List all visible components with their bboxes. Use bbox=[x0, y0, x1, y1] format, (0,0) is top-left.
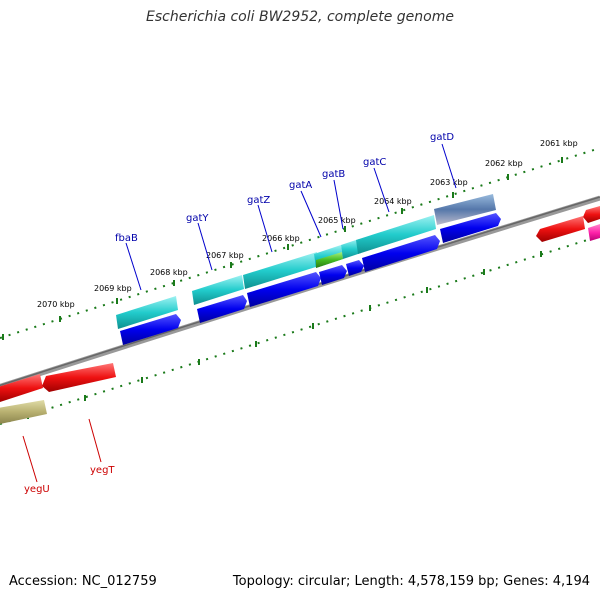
gene-arrow-gatA bbox=[319, 265, 347, 285]
gene-arrow-gatD bbox=[440, 213, 501, 243]
gene-label-gatB: gatB bbox=[322, 169, 345, 180]
lower-ruler bbox=[0, 235, 600, 425]
gene-arrow-yegU bbox=[0, 374, 43, 402]
tick-label-2064: 2064 kbp bbox=[374, 197, 412, 206]
tick-label-2063: 2063 kbp bbox=[430, 178, 468, 187]
upper-ruler bbox=[0, 147, 600, 339]
forward-feature-track bbox=[116, 194, 496, 329]
gene-arrow-fbaB bbox=[120, 314, 181, 345]
forward-gene-labels: fbaB gatY gatZ gatA gatB gatC gatD bbox=[115, 132, 454, 244]
reverse-gene-leaders bbox=[22, 418, 102, 483]
tick-label-2068: 2068 kbp bbox=[150, 268, 188, 277]
genome-backbone bbox=[0, 195, 600, 390]
gene-label-gatC: gatC bbox=[363, 157, 386, 168]
gene-label-gatZ: gatZ bbox=[247, 195, 270, 206]
misc-feature-right-pink bbox=[588, 224, 600, 241]
gene-label-gatY: gatY bbox=[186, 213, 209, 224]
feature-box-yegU bbox=[0, 400, 47, 424]
upper-ticks bbox=[2, 157, 563, 340]
tick-labels: 2061 kbp 2062 kbp 2063 kbp 2064 kbp 2065… bbox=[37, 139, 578, 309]
feature-box-gatZ bbox=[243, 252, 319, 289]
gene-label-gatD: gatD bbox=[430, 132, 454, 143]
tick-label-2069: 2069 kbp bbox=[94, 284, 132, 293]
feature-box-gatY bbox=[192, 275, 244, 305]
feature-box-gatB bbox=[341, 239, 361, 259]
tick-label-2066: 2066 kbp bbox=[262, 234, 300, 243]
gene-arrow-gatB bbox=[346, 260, 364, 276]
gene-arrow-gatZ bbox=[247, 272, 321, 307]
gene-arrow-gatY bbox=[197, 295, 247, 323]
topology-text: Topology: circular; Length: 4,578,159 bp… bbox=[232, 574, 590, 589]
gene-label-gatA: gatA bbox=[289, 180, 312, 191]
reverse-gene-arrow-right-2 bbox=[583, 206, 600, 223]
tick-label-2062: 2062 kbp bbox=[485, 159, 523, 168]
tick-label-2065: 2065 kbp bbox=[318, 216, 356, 225]
tick-label-2061: 2061 kbp bbox=[540, 139, 578, 148]
reverse-gene-arrows bbox=[0, 363, 116, 424]
gene-arrow-yegT bbox=[42, 363, 116, 392]
tick-label-2067: 2067 kbp bbox=[206, 251, 244, 260]
feature-box-gatD bbox=[434, 194, 496, 225]
feature-box-gatA-green bbox=[316, 252, 343, 268]
reverse-gene-arrow-right-1 bbox=[536, 216, 585, 242]
gene-label-fbaB: fbaB bbox=[115, 233, 138, 244]
gene-label-yegT: yegT bbox=[90, 465, 115, 476]
reverse-gene-labels: yegU yegT bbox=[24, 465, 115, 495]
map-title: Escherichia coli BW2952, complete genome bbox=[146, 9, 454, 25]
forward-gene-arrows bbox=[120, 213, 501, 345]
right-edge-features bbox=[536, 206, 600, 242]
gene-arrow-gatC bbox=[362, 235, 440, 272]
feature-box-gatC bbox=[356, 215, 436, 254]
accession-text: Accession: NC_012759 bbox=[9, 574, 157, 589]
forward-gene-leaders bbox=[125, 143, 457, 291]
feature-box-fbaB bbox=[116, 296, 178, 329]
tick-label-2070: 2070 kbp bbox=[37, 300, 75, 309]
gene-label-yegU: yegU bbox=[24, 484, 50, 495]
